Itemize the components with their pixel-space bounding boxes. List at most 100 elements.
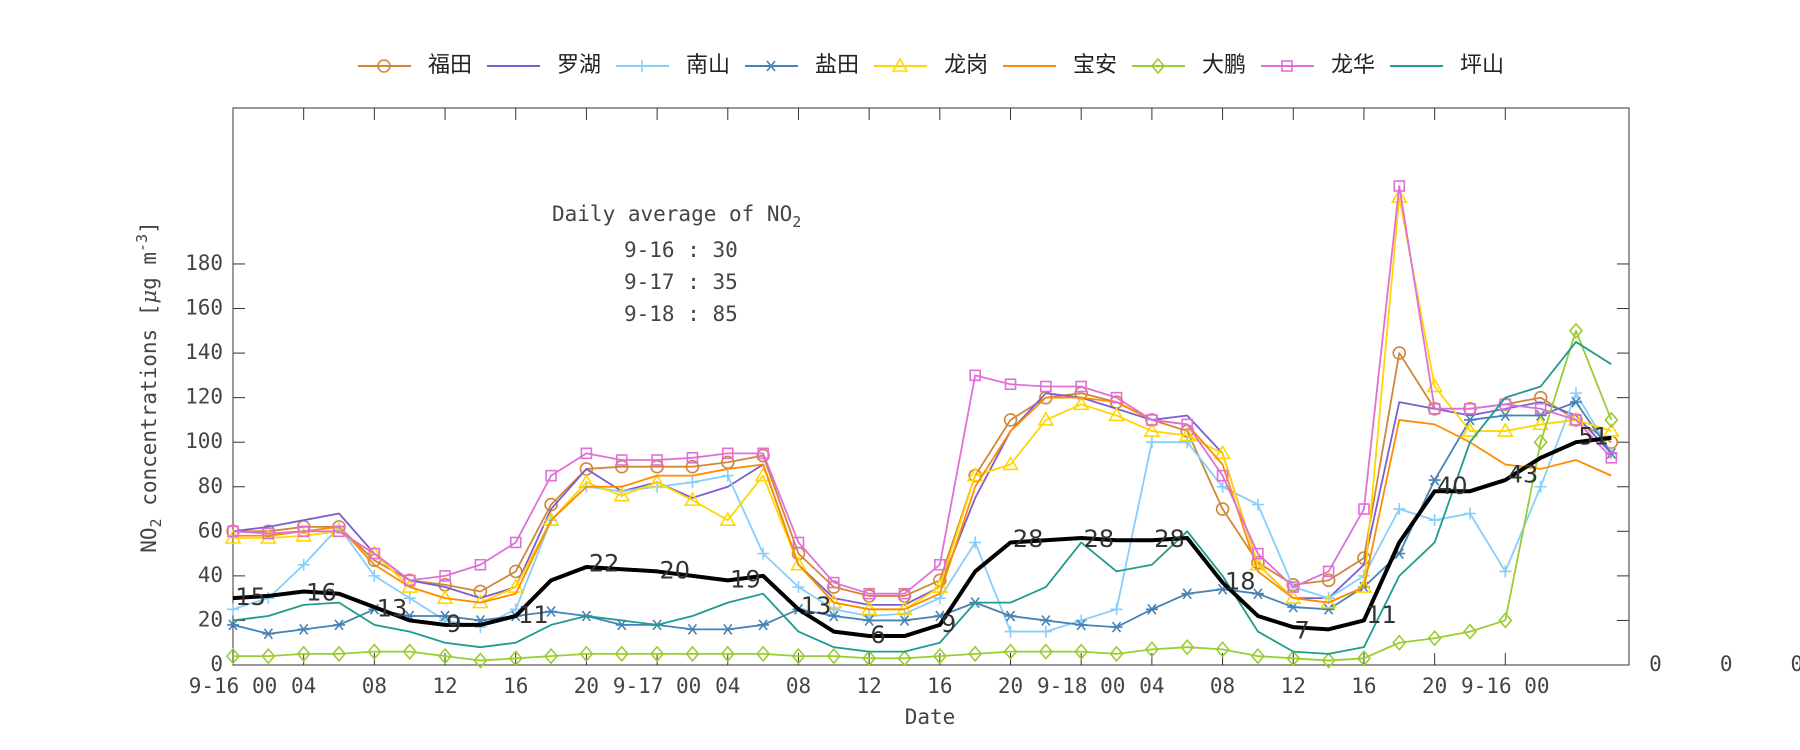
marker (756, 645, 771, 663)
y-tick-label: 20 (198, 607, 223, 631)
marker (1110, 621, 1123, 633)
series-line (232, 401, 1613, 635)
marker (1110, 603, 1123, 616)
marker (1181, 588, 1194, 600)
marker (227, 525, 239, 538)
series-line (232, 185, 1612, 595)
y-label-part: concentrations [ (137, 304, 161, 519)
marker (1181, 418, 1194, 431)
x-tick-label: 20 (1422, 674, 1447, 698)
marker (1393, 180, 1406, 192)
marker (545, 469, 557, 482)
legend-label: 宝安 (1073, 52, 1117, 77)
marker (969, 536, 982, 549)
x-tick-label: 12 (857, 674, 882, 698)
x-tick-label: 12 (1281, 674, 1306, 698)
marker (721, 469, 734, 482)
stray-label: 0 (1649, 652, 1662, 676)
marker (377, 59, 391, 73)
marker (721, 623, 734, 635)
legend-label: 福田 (428, 52, 472, 77)
marker (295, 527, 313, 542)
textbox-title: Daily average of NO2 (552, 202, 801, 231)
marker (1358, 503, 1370, 515)
marker (403, 574, 416, 587)
x-tick-label: 12 (432, 674, 457, 698)
marker (1038, 643, 1053, 660)
marker (1216, 469, 1229, 482)
marker (1252, 547, 1264, 560)
marker (542, 511, 560, 526)
marker (333, 525, 345, 538)
marker (827, 603, 840, 616)
x-tick-label: 16 (1351, 674, 1376, 698)
marker (863, 614, 876, 626)
marker (1356, 650, 1371, 667)
marker (262, 628, 275, 640)
x-tick-label: 04 (1139, 674, 1164, 698)
marker (1215, 641, 1230, 658)
annotation: 13 (377, 594, 408, 622)
y-tick-label: 180 (185, 251, 223, 275)
marker (862, 650, 877, 667)
x-tick-label: 20 (998, 674, 1023, 698)
marker (367, 643, 382, 660)
marker (1180, 638, 1195, 656)
textbox-title-part: Daily average of NO (552, 202, 792, 226)
marker (1428, 514, 1441, 527)
marker (1216, 480, 1229, 493)
marker (897, 650, 912, 667)
marker (648, 473, 666, 489)
textbox-line: 9-17 : 35 (624, 270, 738, 294)
marker (1393, 503, 1406, 516)
x-tick-label: 9-17 00 (613, 674, 702, 698)
x-tick-label: 08 (1210, 674, 1235, 698)
annotation: 16 (306, 579, 337, 607)
marker (368, 547, 381, 560)
y-label-part: μ (137, 290, 161, 304)
marker (969, 369, 981, 382)
marker (1037, 411, 1055, 426)
marker (1181, 436, 1194, 449)
marker (1569, 396, 1582, 408)
y-tick-label: 60 (198, 518, 223, 542)
marker (650, 645, 665, 663)
marker (509, 536, 522, 549)
marker (1605, 451, 1618, 464)
marker (1150, 57, 1166, 75)
annotation: 28 (1084, 525, 1115, 553)
marker (1004, 610, 1017, 622)
marker (1286, 650, 1301, 667)
marker (1532, 415, 1550, 431)
marker (1040, 380, 1052, 393)
textbox-title-sub: 2 (792, 213, 801, 231)
marker (227, 619, 239, 631)
y-tick-label: 160 (185, 296, 223, 320)
marker (474, 558, 487, 571)
legend-label: 坪山 (1460, 52, 1504, 77)
average-line (232, 435, 1612, 639)
marker (1321, 652, 1336, 669)
marker (613, 487, 631, 502)
y-tick-label: 80 (198, 474, 223, 498)
marker (1039, 614, 1052, 626)
marker (828, 576, 840, 589)
marker (1281, 60, 1293, 72)
x-tick-label: 08 (362, 674, 387, 698)
marker (1392, 634, 1407, 651)
marker (296, 645, 311, 663)
marker (1428, 474, 1441, 486)
marker (508, 564, 523, 579)
marker (1251, 498, 1264, 511)
marker (721, 447, 734, 460)
marker (1321, 573, 1336, 588)
marker (1214, 444, 1231, 460)
x-tick-label: 08 (786, 674, 811, 698)
y-tick-label: 120 (185, 385, 223, 409)
marker (545, 606, 558, 618)
marker (1534, 402, 1547, 415)
legend-label: 大鹏 (1202, 52, 1246, 77)
marker (1178, 426, 1196, 442)
annotation: 6 (870, 621, 885, 649)
marker (1003, 643, 1018, 660)
